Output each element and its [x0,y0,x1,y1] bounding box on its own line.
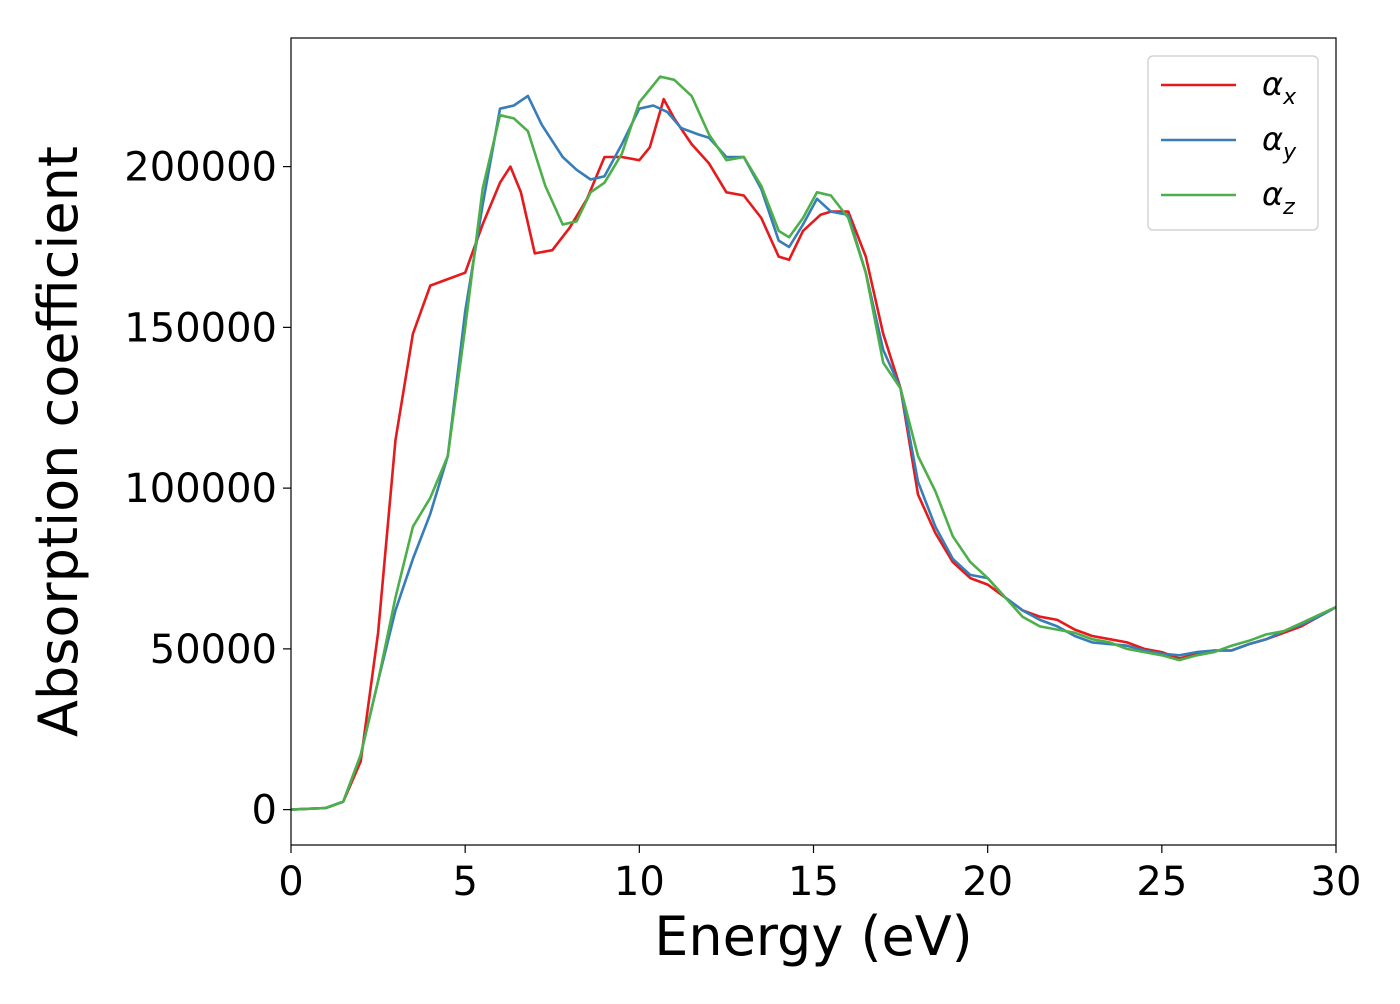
y-axis-ticks: 0 50000 100000 150000 200000 [124,145,291,834]
x-tick-label: 20 [962,859,1013,905]
legend-label-y: αy [1262,120,1297,165]
y-tick-label: 100000 [124,466,277,512]
x-axis-title: Energy (eV) [654,905,973,968]
x-tick-label: 15 [788,859,839,905]
series-lines [290,75,1337,811]
y-tick-label: 200000 [124,145,277,191]
x-tick-label: 10 [614,859,665,905]
series-line-y [290,94,1337,811]
x-tick-label: 30 [1311,859,1362,905]
y-tick-label: 0 [252,788,277,834]
x-axis-ticks: 0 5 10 15 20 25 30 [278,845,1361,905]
x-tick-label: 25 [1136,859,1187,905]
series-line-z [290,75,1337,811]
legend: αx αy αz [1147,55,1319,231]
y-tick-label: 150000 [124,305,277,351]
legend-label-z: αz [1262,175,1295,220]
x-tick-label: 0 [278,859,303,905]
y-axis-title: Absorption coefficient [27,146,90,737]
series-line-x [290,97,1337,811]
y-tick-label: 50000 [150,627,277,673]
x-tick-label: 5 [452,859,477,905]
legend-label-x: αx [1262,65,1297,110]
legend-box [1147,55,1319,231]
